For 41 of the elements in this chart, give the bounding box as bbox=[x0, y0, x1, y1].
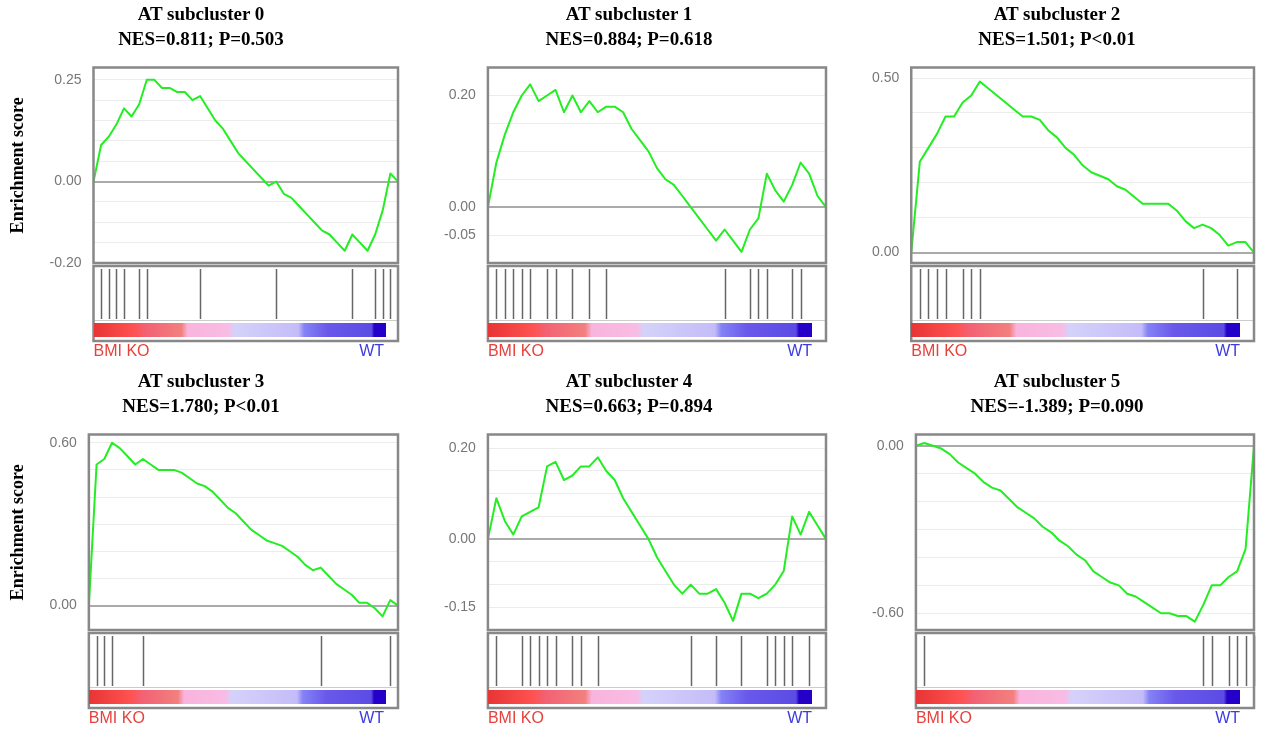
text: BMI KO bbox=[911, 342, 968, 360]
text: BMI KO bbox=[88, 709, 145, 727]
y-tick-label: 0.50 bbox=[872, 68, 900, 85]
y-tick-label: 0.25 bbox=[54, 70, 82, 87]
chart-subtitle: NES=-1.389; P=0.090 bbox=[970, 395, 1144, 417]
chart-subtitle: NES=0.663; P=0.894 bbox=[545, 395, 713, 417]
y-tick-label: 0.20 bbox=[448, 86, 477, 103]
y-tick-label: -0.60 bbox=[871, 604, 905, 621]
text: WT bbox=[1215, 709, 1241, 727]
chart-title: AT subcluster 0 bbox=[137, 3, 265, 25]
y-tick-label: 0.00 bbox=[872, 243, 900, 260]
y-axis-title: Enrichment score bbox=[7, 464, 28, 601]
y-tick-label: 0.00 bbox=[448, 198, 477, 215]
chart-subtitle: NES=1.501; P<0.01 bbox=[978, 28, 1136, 50]
chart-title: AT subcluster 4 bbox=[565, 370, 693, 392]
chart-subtitle: NES=1.780; P<0.01 bbox=[122, 395, 280, 417]
y-tick-label: 0.00 bbox=[448, 529, 477, 546]
text: WT bbox=[787, 342, 813, 360]
chart-title: AT subcluster 2 bbox=[993, 3, 1121, 25]
chart-subtitle: NES=0.811; P=0.503 bbox=[118, 28, 284, 50]
chart-subtitle: NES=0.884; P=0.618 bbox=[545, 28, 713, 50]
y-tick-label: 0.20 bbox=[448, 439, 477, 456]
chart-title: AT subcluster 1 bbox=[565, 3, 693, 25]
y-tick-label: 0.00 bbox=[876, 436, 905, 453]
text: BMI KO bbox=[487, 709, 544, 727]
text: WT bbox=[787, 709, 813, 727]
text: BMI KO bbox=[487, 342, 544, 360]
y-tick-label: -0.15 bbox=[443, 598, 477, 615]
text: WT bbox=[1215, 342, 1241, 360]
chart-title: AT subcluster 3 bbox=[137, 370, 265, 392]
y-axis-title: Enrichment score bbox=[7, 97, 28, 234]
text: BMI KO bbox=[915, 709, 972, 727]
chart-title: AT subcluster 5 bbox=[993, 370, 1121, 392]
y-tick-label: 0.00 bbox=[49, 596, 78, 613]
text: BMI KO bbox=[93, 342, 150, 360]
y-tick-label: -0.05 bbox=[443, 225, 477, 242]
y-tick-label: -0.20 bbox=[49, 253, 82, 270]
y-tick-label: 0.60 bbox=[49, 433, 78, 450]
text: WT bbox=[359, 709, 385, 727]
text: WT bbox=[359, 342, 385, 360]
y-tick-label: 0.00 bbox=[54, 172, 82, 189]
